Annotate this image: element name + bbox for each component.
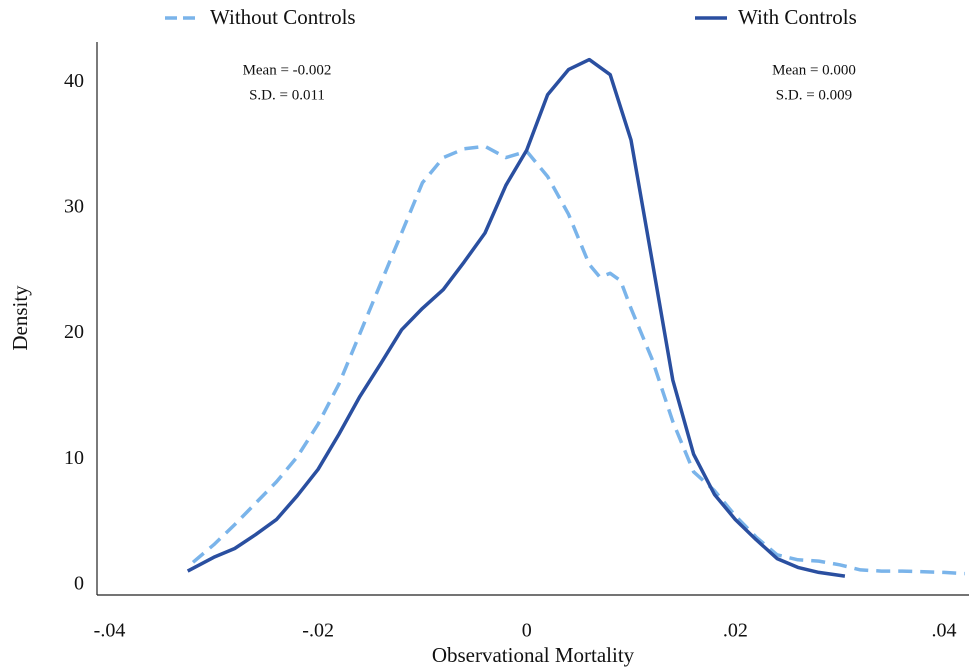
y-tick-label: 0 — [74, 573, 84, 595]
annotation: S.D. = 0.009 — [776, 87, 852, 103]
y-tick-label: 10 — [64, 447, 84, 469]
annotation: Mean = 0.000 — [772, 62, 856, 78]
series-line — [191, 144, 965, 576]
y-axis-label: Density — [8, 285, 32, 351]
x-axis-label: Observational Mortality — [432, 643, 635, 667]
annotation: Mean = -0.002 — [243, 62, 332, 78]
x-tick-label: .02 — [723, 620, 748, 642]
annotation: S.D. = 0.011 — [249, 87, 325, 103]
x-tick-label: -.02 — [302, 620, 334, 642]
x-tick-label: 0 — [522, 620, 532, 642]
y-tick-label: 30 — [64, 195, 84, 217]
y-tick-label: 40 — [64, 70, 84, 92]
y-tick-label: 20 — [64, 321, 84, 343]
legend-label: Without Controls — [210, 5, 356, 29]
x-tick-label: -.04 — [94, 620, 126, 642]
legend-label: With Controls — [738, 5, 857, 29]
series-line — [186, 57, 846, 578]
x-tick-label: .04 — [931, 620, 956, 642]
